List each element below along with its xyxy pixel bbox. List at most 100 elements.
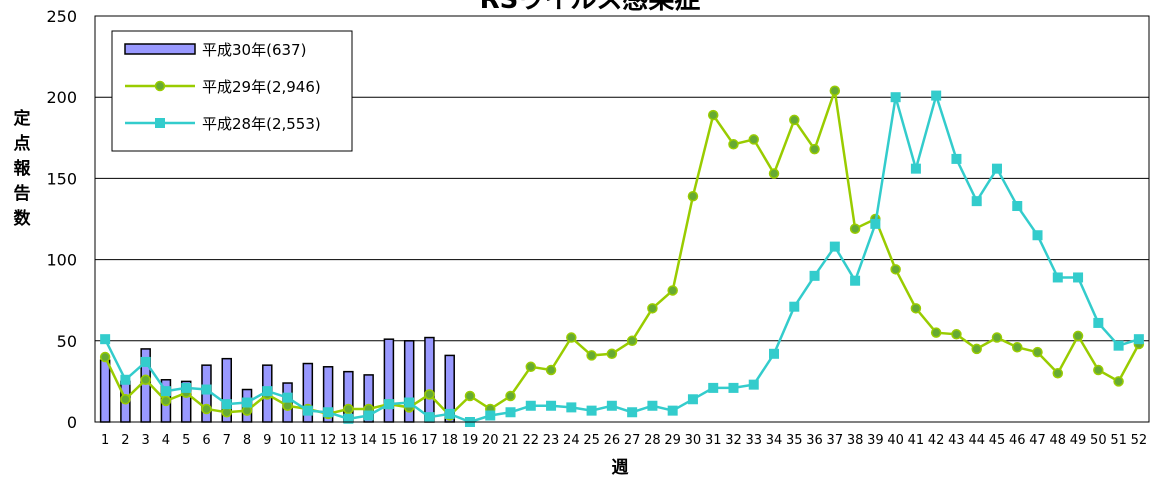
point-circle bbox=[606, 348, 618, 360]
point-circle bbox=[201, 403, 212, 415]
x-tick-label: 9 bbox=[263, 433, 271, 448]
y-tick-label: 200 bbox=[46, 88, 77, 107]
point-square bbox=[201, 384, 212, 395]
x-tick-label: 49 bbox=[1070, 433, 1087, 448]
x-tick-label: 25 bbox=[583, 433, 600, 448]
point-circle bbox=[930, 327, 942, 338]
legend-swatch-bar bbox=[124, 43, 196, 55]
point-square bbox=[363, 410, 374, 421]
x-tick-label: 14 bbox=[360, 433, 377, 448]
point-square bbox=[120, 374, 131, 385]
point-square bbox=[282, 392, 293, 403]
point-square bbox=[221, 399, 232, 410]
point-circle bbox=[505, 390, 516, 402]
point-circle bbox=[809, 143, 820, 155]
x-tick-label: 16 bbox=[401, 433, 418, 448]
y-tick-label: 50 bbox=[57, 332, 77, 351]
x-tick-label: 20 bbox=[482, 433, 499, 448]
x-tick-label: 17 bbox=[421, 433, 438, 448]
point-circle bbox=[647, 303, 658, 314]
x-tick-label: 21 bbox=[502, 433, 519, 448]
x-tick-label: 37 bbox=[827, 433, 844, 448]
x-tick-label: 45 bbox=[989, 433, 1006, 448]
y-tick-label: 250 bbox=[46, 7, 77, 26]
x-tick-label: 33 bbox=[745, 433, 762, 448]
bar bbox=[99, 359, 111, 423]
point-square bbox=[383, 399, 394, 410]
x-tick-label: 22 bbox=[523, 433, 540, 448]
legend-label: 平成30年(637) bbox=[202, 41, 306, 59]
x-tick-label: 7 bbox=[223, 433, 231, 448]
x-tick-label: 29 bbox=[664, 433, 681, 448]
x-tick-label: 15 bbox=[381, 433, 398, 448]
legend-label: 平成28年(2,553) bbox=[202, 115, 321, 133]
point-circle bbox=[849, 223, 861, 234]
x-tick-label: 27 bbox=[624, 433, 641, 448]
point-square bbox=[1032, 230, 1043, 241]
point-square bbox=[850, 275, 861, 286]
point-square bbox=[931, 90, 942, 101]
x-tick-label: 31 bbox=[705, 433, 722, 448]
x-tick-label: 19 bbox=[462, 433, 479, 448]
point-square bbox=[242, 397, 253, 408]
legend-marker-square bbox=[155, 118, 165, 128]
x-tick-label: 36 bbox=[806, 433, 823, 448]
y-label-char: 定 bbox=[14, 108, 31, 129]
point-circle bbox=[1072, 330, 1084, 342]
point-circle bbox=[120, 394, 131, 405]
point-circle bbox=[586, 350, 597, 361]
point-circle bbox=[829, 85, 841, 96]
point-square bbox=[1133, 334, 1144, 345]
point-circle bbox=[991, 332, 1003, 343]
point-circle bbox=[687, 191, 699, 202]
point-square bbox=[302, 405, 313, 416]
point-square bbox=[343, 413, 354, 424]
point-square bbox=[525, 400, 536, 411]
x-tick-label: 24 bbox=[563, 433, 580, 448]
x-tick-label: 28 bbox=[644, 433, 661, 448]
point-square bbox=[606, 400, 617, 411]
point-square bbox=[1113, 340, 1124, 351]
point-square bbox=[769, 348, 780, 359]
legend-label: 平成29年(2,946) bbox=[202, 78, 321, 96]
x-tick-label: 26 bbox=[604, 433, 621, 448]
plot-border bbox=[94, 15, 1150, 423]
point-square bbox=[789, 301, 800, 312]
point-square bbox=[667, 405, 678, 416]
point-circle bbox=[140, 374, 151, 386]
x-tick-label: 12 bbox=[320, 433, 337, 448]
bar bbox=[424, 336, 435, 423]
bar-series bbox=[99, 336, 455, 423]
x-tick-label: 51 bbox=[1110, 433, 1127, 448]
x-tick-label: 35 bbox=[786, 433, 803, 448]
x-tick-label: 10 bbox=[279, 433, 296, 448]
point-square bbox=[444, 408, 455, 419]
point-circle bbox=[789, 114, 800, 126]
point-circle bbox=[910, 303, 922, 314]
point-circle bbox=[728, 139, 739, 150]
point-square bbox=[910, 163, 921, 174]
x-tick-label: 41 bbox=[908, 433, 925, 448]
x-tick-label: 5 bbox=[182, 433, 190, 448]
x-tick-label: 46 bbox=[1009, 433, 1026, 448]
point-square bbox=[140, 356, 151, 367]
point-circle bbox=[545, 364, 557, 376]
x-tick-label: 3 bbox=[142, 433, 150, 448]
point-circle bbox=[160, 395, 172, 407]
y-label-char: 数 bbox=[14, 208, 32, 229]
x-tick-label: 52 bbox=[1131, 433, 1148, 448]
x-tick-label: 42 bbox=[928, 433, 945, 448]
y-axis-ticks: 0 50 100 150 200 250 bbox=[46, 7, 77, 432]
x-tick-label: 4 bbox=[162, 433, 170, 448]
y-label-char: 告 bbox=[14, 183, 31, 204]
point-circle bbox=[525, 361, 537, 373]
x-tick-label: 1 bbox=[101, 433, 109, 448]
x-tick-label: 47 bbox=[1029, 433, 1046, 448]
legend-marker-circle bbox=[154, 80, 166, 92]
point-circle bbox=[1012, 342, 1023, 353]
point-circle bbox=[951, 329, 962, 340]
point-square bbox=[1012, 201, 1023, 212]
series-line bbox=[103, 90, 1140, 418]
point-circle bbox=[566, 332, 577, 343]
